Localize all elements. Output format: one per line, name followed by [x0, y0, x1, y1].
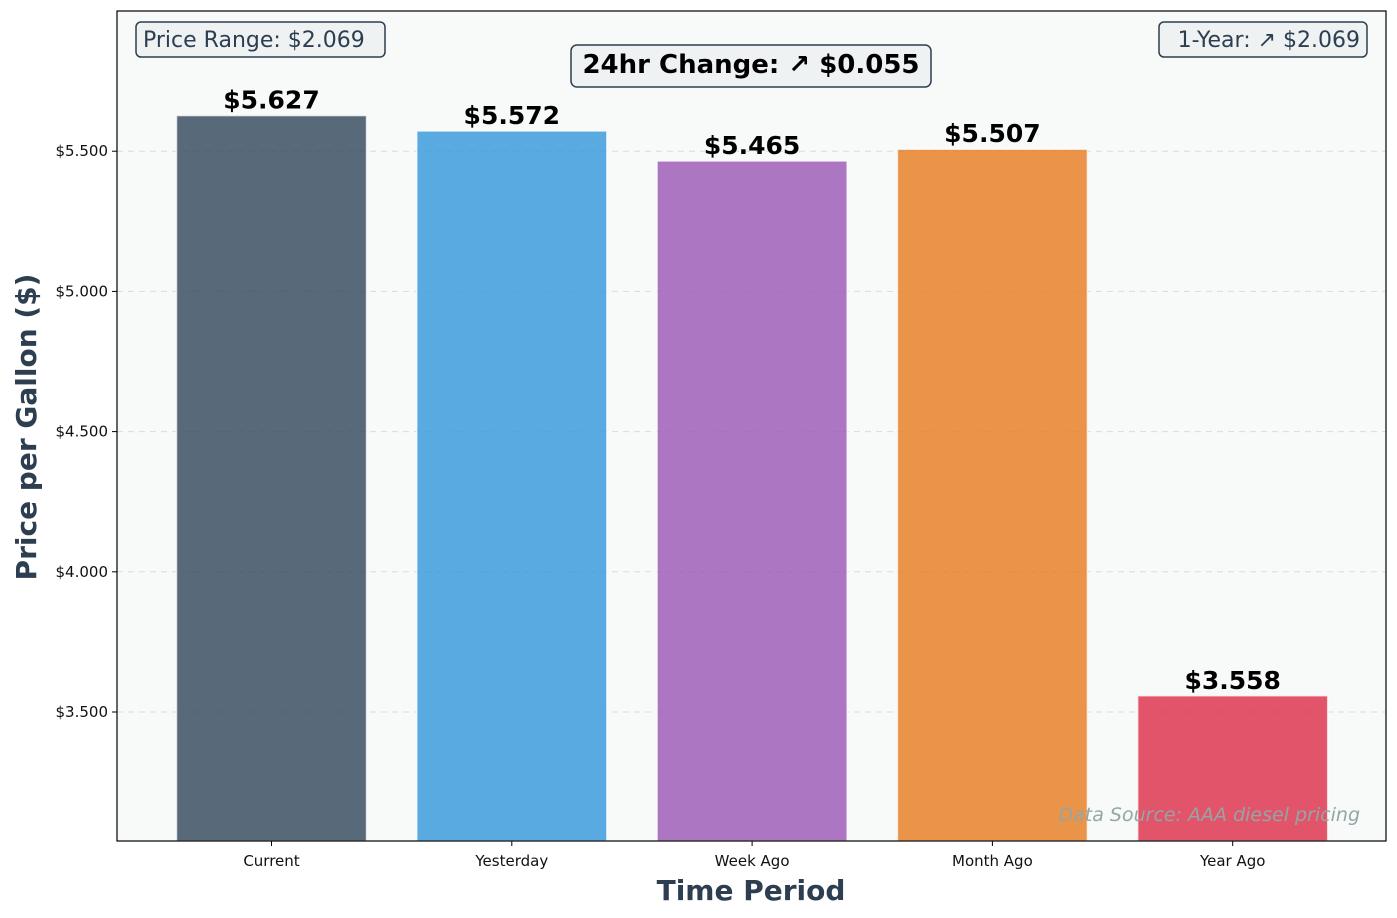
- x-axis-title: Time Period: [657, 874, 846, 907]
- price-range-box: Price Range: $2.069: [135, 21, 386, 58]
- y-tick-label: $4.500: [56, 423, 109, 441]
- bar: [896, 148, 1089, 842]
- bar-value-label: $5.572: [464, 101, 560, 130]
- bar: [175, 114, 368, 842]
- bar: [1136, 695, 1329, 842]
- bars: [175, 114, 1329, 842]
- y-tick-label: $4.000: [56, 563, 109, 581]
- x-tick-label: Yesterday: [474, 852, 548, 870]
- bar-value-label: $5.627: [223, 86, 319, 115]
- bar: [656, 160, 848, 842]
- x-tick-label: Current: [243, 852, 299, 870]
- y-tick-label: $5.000: [56, 282, 109, 300]
- y-tick-label: $3.500: [56, 703, 109, 721]
- bar-value-label: $5.465: [704, 131, 800, 160]
- x-tick-label: Year Ago: [1199, 852, 1266, 870]
- price-range-label: Price Range: $2.069: [143, 28, 365, 53]
- x-tick-label: Week Ago: [715, 852, 790, 870]
- y-axis-ticks: $3.500 $4.000 $4.500 $5.000 $5.500: [56, 142, 117, 721]
- value-labels: $5.627 $5.572 $5.465 $5.507 $3.558: [223, 86, 1281, 695]
- data-source-label: Data Source: AAA diesel pricing: [1059, 804, 1360, 826]
- bar: [416, 130, 608, 842]
- one-year-label: 1-Year: ↗ $2.069: [1178, 28, 1360, 53]
- y-axis-title: Price per Gallon ($): [10, 274, 43, 581]
- change-24hr-box: 24hr Change: ↗ $0.055: [570, 44, 932, 88]
- x-tick-label: Month Ago: [952, 852, 1033, 870]
- bar-value-label: $3.558: [1184, 666, 1280, 695]
- x-axis-ticks: Current Yesterday Week Ago Month Ago Year Ag…: [243, 841, 1265, 870]
- bar-value-label: $5.507: [944, 119, 1040, 148]
- one-year-box: 1-Year: ↗ $2.069: [1158, 21, 1368, 58]
- y-tick-label: $5.500: [56, 142, 109, 160]
- plot-frame: [116, 10, 1387, 842]
- change-24hr-label: 24hr Change: ↗ $0.055: [582, 50, 919, 80]
